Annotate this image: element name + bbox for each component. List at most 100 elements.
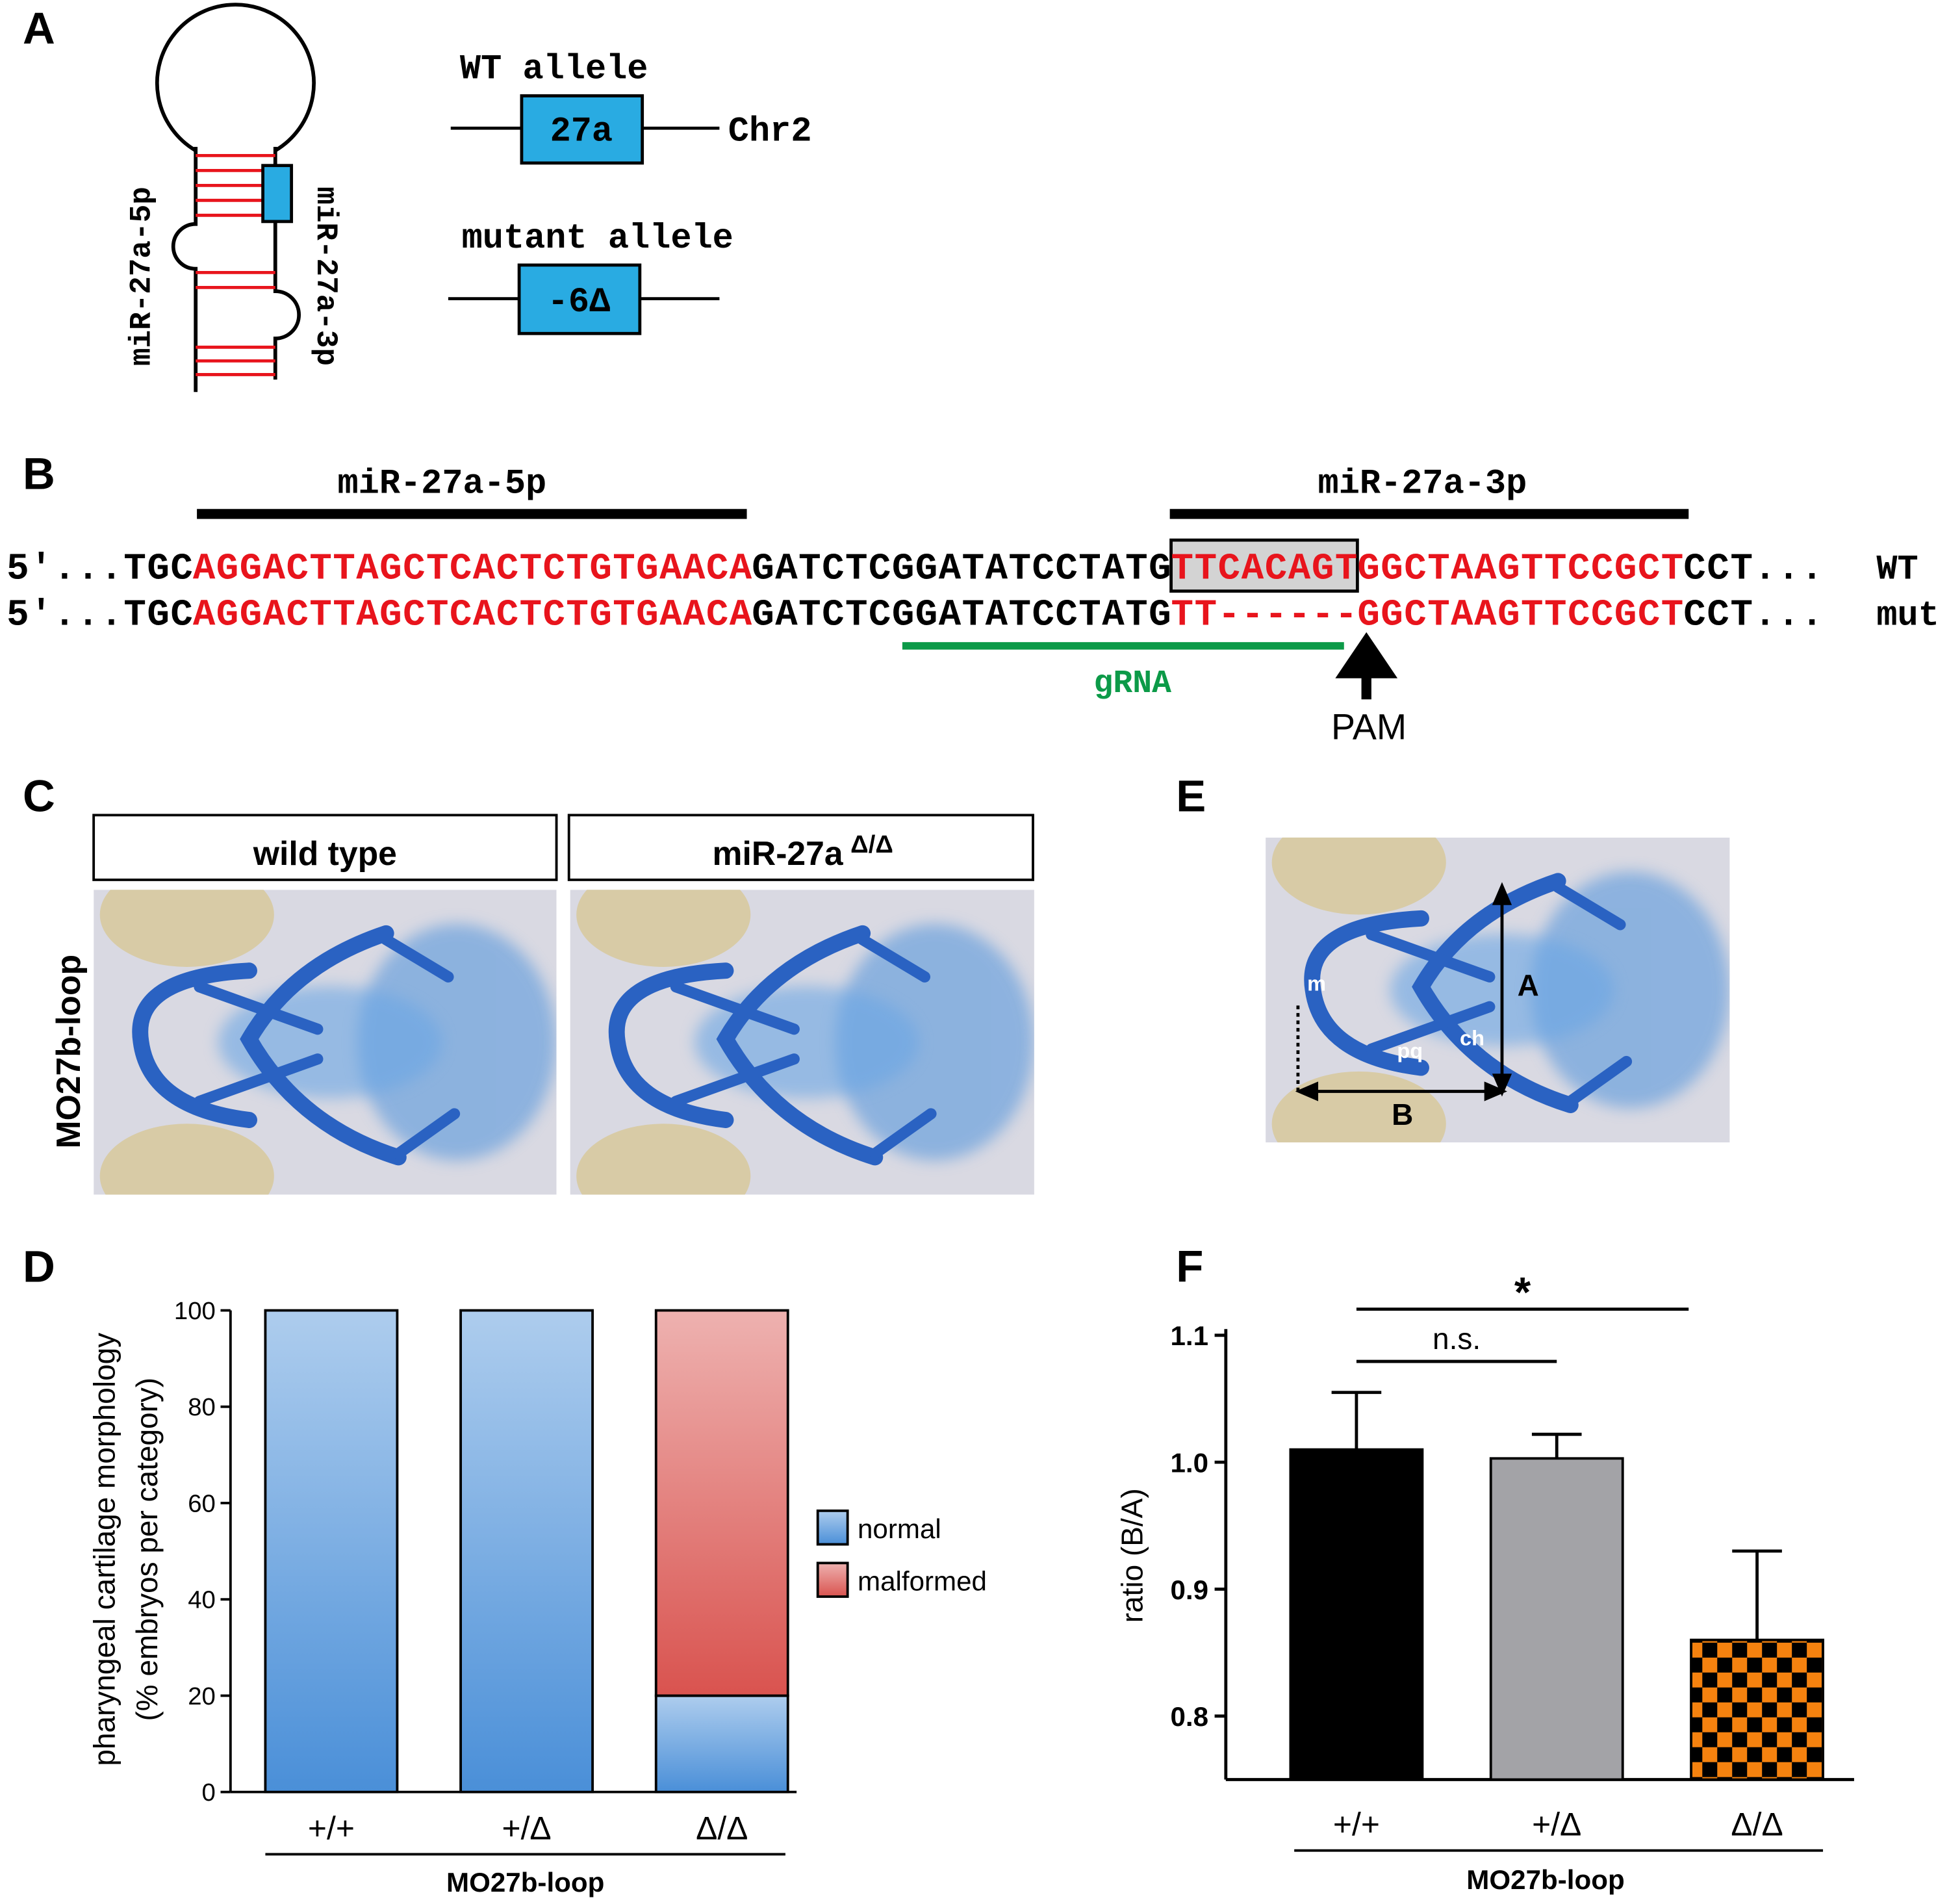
y-tick-label: 0.9: [1170, 1575, 1208, 1605]
cartilage: [132, 962, 257, 1128]
highlight-box: [1169, 538, 1359, 593]
bar-segment: [654, 1694, 789, 1794]
y-tick-label: 100: [174, 1297, 216, 1325]
bar-segment: [264, 1309, 399, 1794]
tissue: [835, 923, 1034, 1161]
allele-title: mutant allele: [462, 219, 733, 259]
cartilage: [716, 925, 884, 1166]
legend-swatch: [816, 1509, 849, 1546]
group-label: MO27b-loop: [446, 1867, 604, 1898]
panel-label: C: [23, 771, 55, 821]
y-tick-label: 1.1: [1170, 1320, 1208, 1351]
x-tick-label: Δ/Δ: [1731, 1807, 1783, 1843]
structure-label: m: [1307, 971, 1326, 995]
pam-label: PAM: [1331, 707, 1407, 747]
panel-label: A: [23, 3, 55, 53]
sequence-segment: CCT...: [1683, 548, 1823, 590]
x-tick-label: +/Δ: [502, 1810, 552, 1846]
bar-segment: [654, 1309, 789, 1697]
yolk: [576, 1124, 751, 1195]
yolk: [1271, 837, 1446, 915]
yolk: [576, 890, 751, 967]
legend-swatch: [816, 1562, 849, 1598]
sequence-segment: TT------: [1171, 594, 1358, 636]
allele-title: WT allele: [460, 50, 648, 90]
cartilage: [670, 934, 937, 1159]
cartilage: [1304, 910, 1429, 1076]
row-label: MO27b-loop: [49, 955, 87, 1149]
wt-box: [520, 94, 644, 165]
sequence-segment: GGCTAAGTTCCGCT: [1357, 594, 1683, 636]
title-sup: Δ/Δ: [850, 830, 893, 858]
arm-label: miR-27a-3p: [1318, 464, 1527, 504]
sequence-segment: 5′...TGC: [6, 594, 193, 636]
y-axis-label: ratio (B/A): [1115, 1488, 1149, 1623]
significance-label: n.s.: [1433, 1322, 1481, 1356]
sequence-segment: AGGACTTAGCTCACTCTGTGAACA: [193, 594, 752, 636]
sequence-segment: TTCACAGT: [1171, 548, 1358, 590]
y-tick-label: 40: [188, 1586, 216, 1614]
row-name: WT: [1876, 550, 1918, 589]
tissue: [1531, 871, 1730, 1109]
arm-bar: [197, 509, 747, 519]
x-tick-label: +/+: [308, 1810, 355, 1846]
sequence-annotations: [197, 509, 1689, 700]
measure-marks: [1295, 882, 1512, 1101]
structure-label: pq: [1397, 1039, 1423, 1062]
tissue: [357, 923, 557, 1161]
cartilage: [1366, 881, 1633, 1107]
y-axis-label: (% embryos per category): [130, 1378, 164, 1721]
y-tick-label: 0.8: [1170, 1701, 1208, 1732]
box-label: 27a: [550, 112, 613, 151]
panel-label: D: [23, 1241, 55, 1291]
arm-label: miR-27a-5p: [125, 187, 159, 366]
row-name: mut: [1876, 596, 1939, 636]
sequence-segment: CCT...: [1683, 594, 1823, 636]
image-title: miR-27a Δ/Δ: [713, 830, 893, 872]
loop: [155, 3, 316, 153]
image-title: wild type: [253, 834, 397, 872]
cartilage: [194, 934, 461, 1159]
box-label: -6Δ: [548, 283, 611, 322]
arrow-heads: [1295, 882, 1512, 1101]
y-tick-label: 80: [188, 1393, 216, 1421]
panel-label: E: [1176, 771, 1206, 821]
hairpin: [155, 3, 316, 392]
y-tick-label: 1.0: [1170, 1447, 1208, 1478]
arm-label: miR-27a-5p: [338, 464, 547, 504]
x-tick-label: +/Δ: [1532, 1807, 1581, 1843]
arm-bar: [1169, 509, 1689, 519]
sequence-segment: 5′...TGC: [6, 548, 193, 590]
title-main: miR-27a: [713, 834, 844, 872]
significance-label: *: [1514, 1268, 1531, 1316]
chromosome: Chr2: [728, 112, 812, 151]
pam-arrow: [1335, 632, 1398, 700]
arm-label: miR-27a-3p: [309, 187, 342, 366]
x-tick-label: +/+: [1333, 1807, 1380, 1843]
alleles: [448, 94, 720, 335]
photo: [570, 890, 1034, 1195]
panel-label: F: [1176, 1241, 1203, 1291]
measure-label: B: [1392, 1098, 1413, 1131]
sequence-segment: AGGACTTAGCTCACTCTGTGAACA: [193, 548, 752, 590]
structure-label: ch: [1460, 1027, 1484, 1050]
panel-label: B: [23, 449, 55, 499]
cartilage: [608, 962, 734, 1128]
sequence-segment: GATCTCGGATATCCTATG: [752, 548, 1171, 590]
image-headers: [92, 814, 1034, 881]
y-axis-label: pharyngeal cartilage morphology: [88, 1333, 121, 1766]
bar: [1289, 1448, 1424, 1781]
stem-5p: [171, 146, 198, 392]
legend-label: malformed: [858, 1565, 987, 1596]
yolk: [99, 890, 274, 967]
yolk: [99, 1124, 274, 1195]
mature-box: [261, 164, 294, 224]
bar-segment: [459, 1309, 594, 1794]
legend-label: normal: [858, 1513, 941, 1544]
base-pairs: [196, 153, 275, 376]
photo: [1266, 837, 1730, 1142]
mutant-box: [517, 263, 642, 335]
measure-label: A: [1518, 968, 1539, 1002]
grna-label: gRNA: [1093, 665, 1171, 702]
